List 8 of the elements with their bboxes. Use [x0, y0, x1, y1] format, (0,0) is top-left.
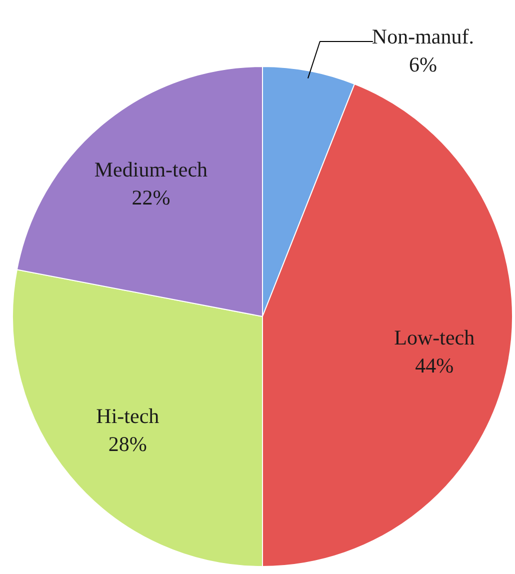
slice-label: Medium-tech — [94, 158, 208, 182]
slice-label: Low-tech — [394, 325, 476, 350]
slice-label: Non-manuf. — [372, 24, 474, 48]
slice-label: Hi-tech — [96, 404, 160, 428]
data-label: 28% — [108, 432, 147, 456]
data-label: 44% — [415, 353, 454, 378]
data-label: 6% — [408, 52, 437, 76]
data-label: 22% — [132, 186, 170, 210]
